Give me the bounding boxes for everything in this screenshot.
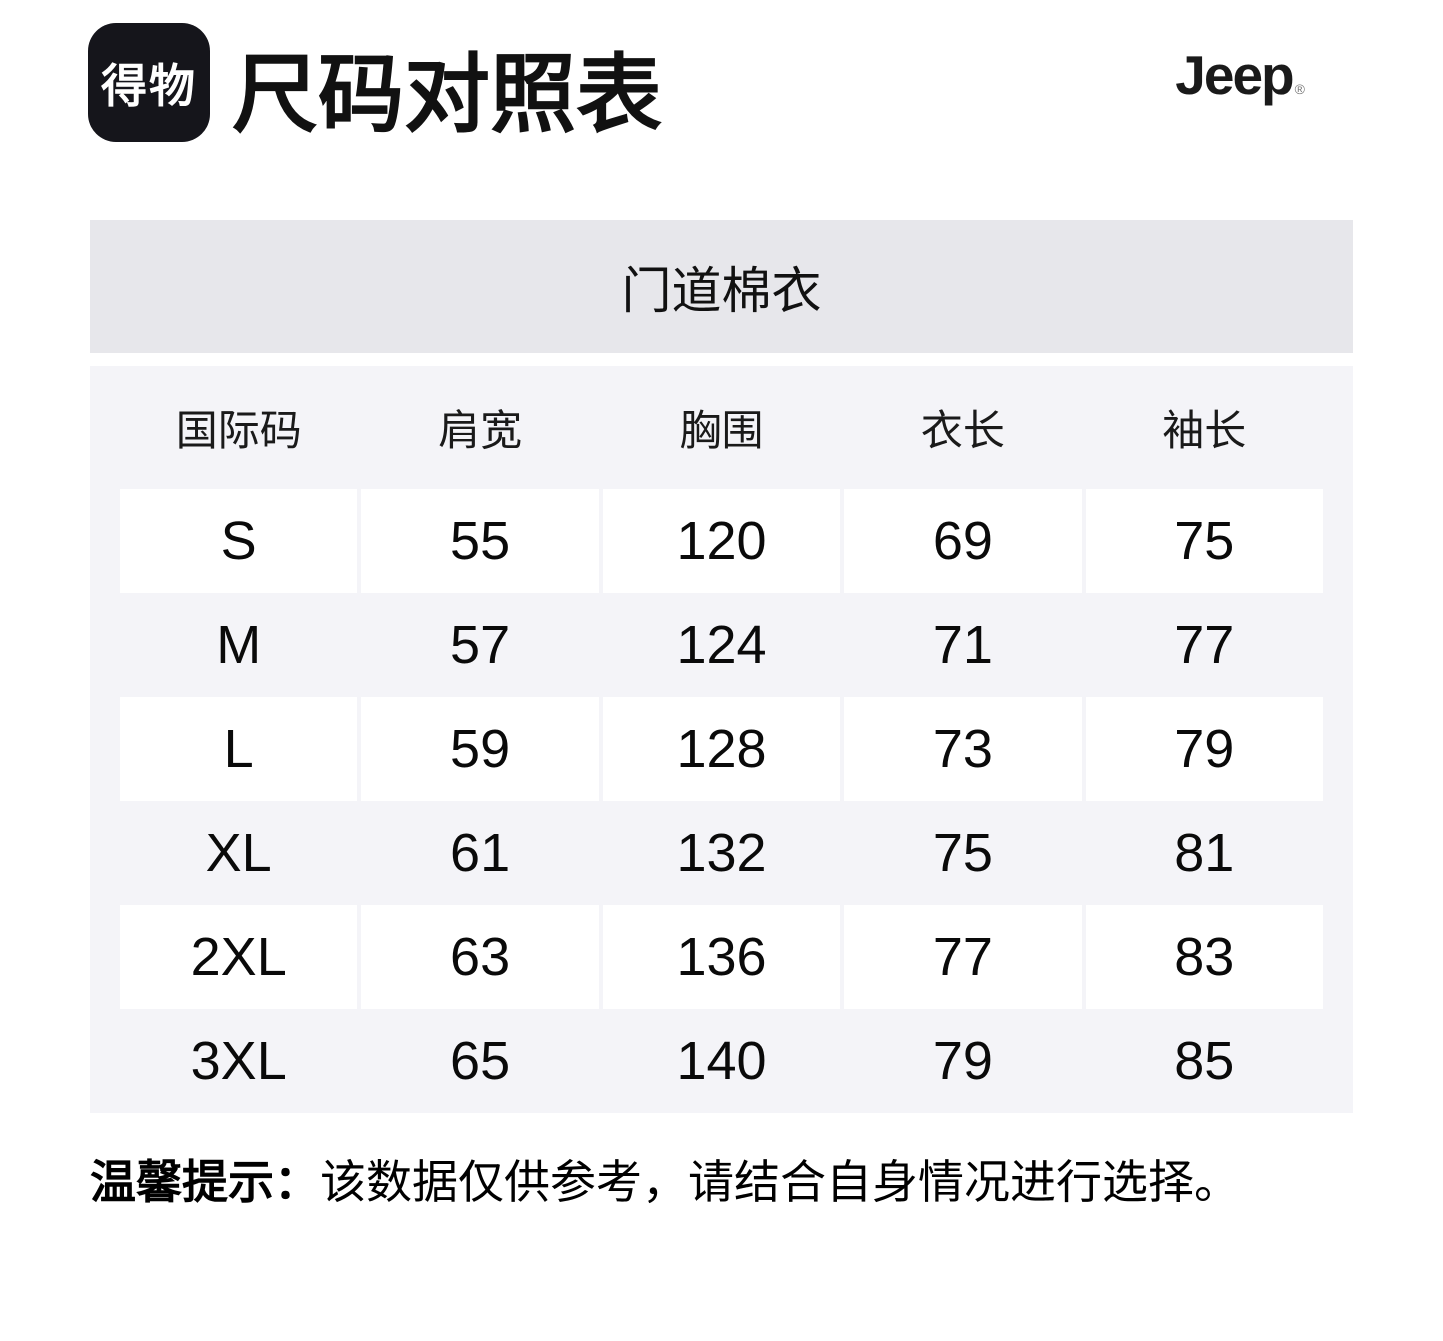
table-row: L 59 128 73 79 — [120, 697, 1323, 801]
footnote-text: 该数据仅供参考，请结合自身情况进行选择。 — [320, 1156, 1240, 1208]
size-cell: S — [120, 489, 358, 593]
column-header-shoulder: 肩宽 — [438, 407, 523, 454]
table-row: 3XL 65 140 79 85 — [120, 1009, 1323, 1113]
size-cell: M — [216, 615, 262, 675]
value-cell: 55 — [361, 489, 599, 593]
value-cell: 75 — [932, 823, 993, 883]
table-row: M 57 124 71 77 — [120, 593, 1323, 697]
value-cell: 77 — [1174, 615, 1235, 675]
value-cell: 79 — [932, 1031, 993, 1091]
value-cell: 77 — [844, 905, 1082, 1009]
product-name-banner: 门道棉衣 — [90, 220, 1353, 353]
footnote: 温馨提示：该数据仅供参考，请结合自身情况进行选择。 — [90, 1149, 1353, 1216]
value-cell: 59 — [361, 697, 599, 801]
value-cell: 79 — [1085, 697, 1323, 801]
size-cell: 3XL — [190, 1031, 287, 1091]
value-cell: 61 — [450, 823, 511, 883]
table-row: S 55 120 69 75 — [120, 489, 1323, 593]
column-header-sleeve: 袖长 — [1162, 407, 1247, 454]
value-cell: 140 — [676, 1031, 767, 1091]
value-cell: 63 — [361, 905, 599, 1009]
size-cell: 2XL — [120, 905, 358, 1009]
value-cell: 132 — [676, 823, 767, 883]
value-cell: 136 — [602, 905, 841, 1009]
value-cell: 120 — [602, 489, 841, 593]
dewu-logo: 得物 — [88, 23, 210, 142]
value-cell: 57 — [450, 615, 511, 675]
value-cell: 75 — [1085, 489, 1323, 593]
value-cell: 65 — [450, 1031, 511, 1091]
value-cell: 71 — [932, 615, 993, 675]
size-table: 国际码 肩宽 胸围 衣长 袖长 S 55 120 69 75 M 57 124 … — [90, 366, 1353, 1113]
jeep-logo: Jeep ® — [1175, 48, 1305, 103]
dewu-logo-text: 得物 — [101, 59, 197, 112]
footnote-label: 温馨提示： — [90, 1156, 320, 1208]
value-cell: 73 — [844, 697, 1082, 801]
column-header-size: 国际码 — [175, 407, 302, 454]
size-cell: L — [120, 697, 358, 801]
table-header-row: 国际码 肩宽 胸围 衣长 袖长 — [120, 366, 1323, 489]
value-cell: 124 — [676, 615, 767, 675]
column-header-chest: 胸围 — [679, 407, 764, 454]
table-row: 2XL 63 136 77 83 — [120, 905, 1323, 1009]
column-header-length: 衣长 — [920, 407, 1005, 454]
value-cell: 83 — [1085, 905, 1323, 1009]
value-cell: 69 — [844, 489, 1082, 593]
registered-trademark-icon: ® — [1294, 81, 1305, 97]
product-name: 门道棉衣 — [621, 262, 822, 319]
jeep-logo-text: Jeep — [1175, 44, 1294, 106]
table-row: XL 61 132 75 81 — [120, 801, 1323, 905]
value-cell: 128 — [602, 697, 841, 801]
size-cell: XL — [205, 823, 272, 883]
page-title: 尺码对照表 — [232, 47, 662, 143]
value-cell: 81 — [1174, 823, 1235, 883]
value-cell: 85 — [1174, 1031, 1235, 1091]
